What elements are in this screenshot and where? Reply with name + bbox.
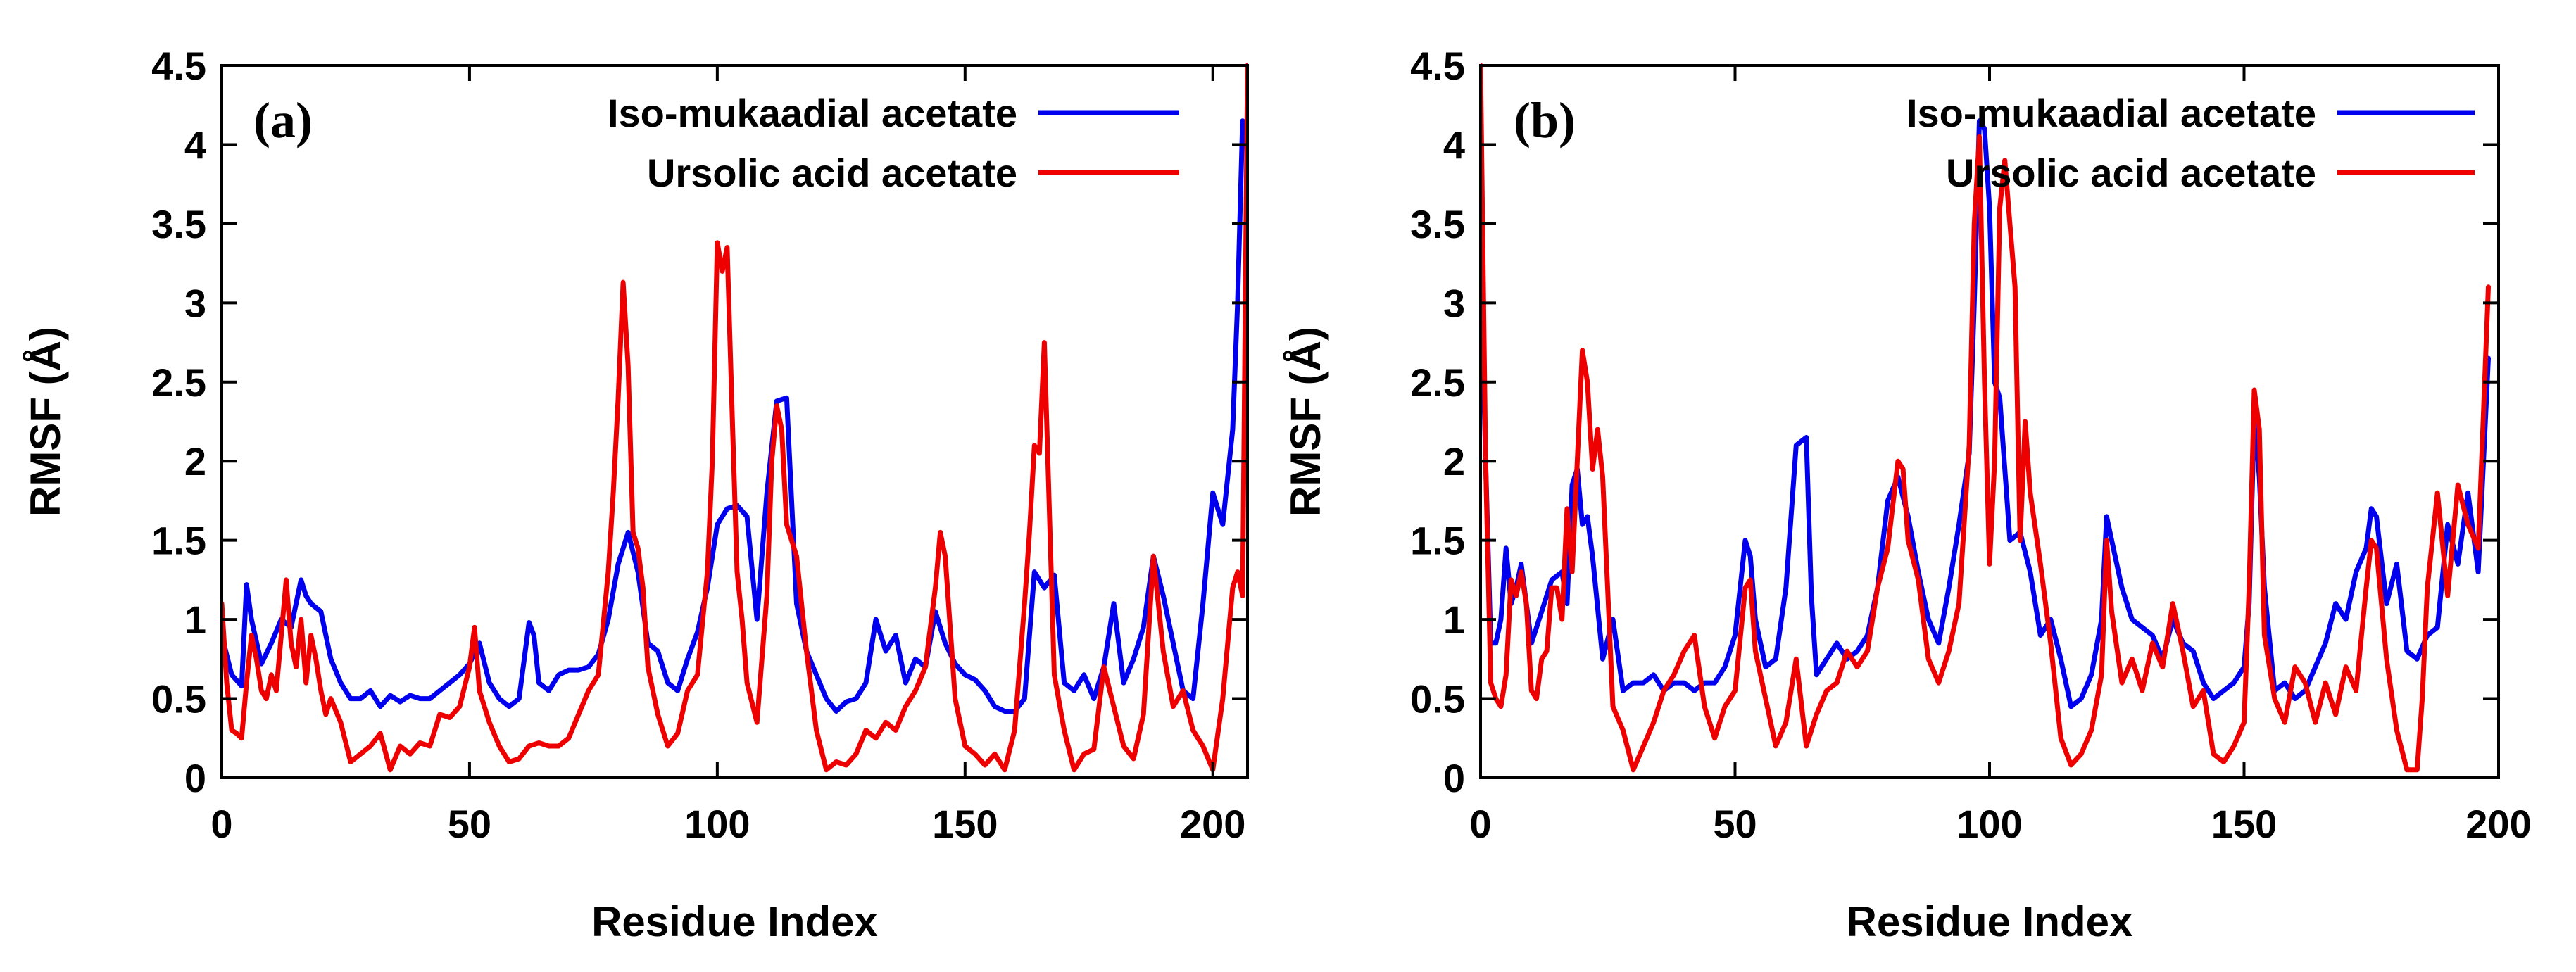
panel-a-ytick-label: 2.5 xyxy=(151,360,206,405)
panel-b-x-axis-title: Residue Index xyxy=(1847,898,2133,945)
panel-b-rmsf-chart: 0 0.5 1 1.5 2 2.5 3 3.5 4 4.5 0 50 100 150 200 Residue … xyxy=(1282,44,2532,945)
panel-b-y-axis-title: RMSF (Å) xyxy=(1282,327,1329,517)
panel-b-legend-label-1: Iso-mukaadial acetate xyxy=(1906,91,2316,135)
panel-b-ytick-label: 0 xyxy=(1443,756,1465,800)
panel-b-ytick-label: 3 xyxy=(1443,281,1465,325)
panel-b-ytick-label: 4 xyxy=(1443,122,1465,167)
panel-a-ytick-label: 3.5 xyxy=(151,202,206,246)
panel-a-plot-frame xyxy=(220,64,1249,779)
panel-b-ytick-label: 2 xyxy=(1443,439,1465,484)
panel-a-ytick-label: 1.5 xyxy=(151,519,206,563)
panel-a-xtick-label: 100 xyxy=(684,802,750,846)
panel-a-ytick-label: 3 xyxy=(184,281,206,325)
panel-b-xtick-label: 0 xyxy=(1469,802,1491,846)
panel-a-panel-label: (a) xyxy=(253,92,313,149)
panel-b-ytick-label: 1.5 xyxy=(1410,519,1465,563)
panel-b-xtick-label: 200 xyxy=(2465,802,2531,846)
panel-b-xtick-label: 150 xyxy=(2211,802,2277,846)
panel-b-ytick-label: 4.5 xyxy=(1410,44,1465,88)
panel-a-xtick-label: 150 xyxy=(932,802,998,846)
panel-a-ytick-label: 0.5 xyxy=(151,677,206,721)
panel-a-legend-label-1: Iso-mukaadial acetate xyxy=(608,91,1017,135)
panel-a-xtick-label: 0 xyxy=(211,802,232,846)
panel-a-xtick-label: 200 xyxy=(1180,802,1245,846)
panel-a-ytick-label: 4.5 xyxy=(151,44,206,88)
panel-a-ytick-label: 0 xyxy=(184,756,206,800)
panel-a-series-line-ursolic-acid-acetate xyxy=(222,63,1248,773)
panel-a-ytick-label: 4 xyxy=(184,122,206,167)
panel-a-rmsf-chart: 0 0.5 1 1.5 2 2.5 3 3.5 4 4.5 0 50 100 150 200 Residue … xyxy=(22,44,1249,945)
panel-a-xtick-label: 50 xyxy=(448,802,491,846)
panel-a-y-axis-title: RMSF (Å) xyxy=(22,327,69,517)
panel-b-ytick-label: 2.5 xyxy=(1410,360,1465,405)
panel-a-ytick-label: 1 xyxy=(184,598,206,642)
panel-a-series-line-iso-mukaadial-acetate xyxy=(222,118,1245,714)
panel-b-ytick-label: 0.5 xyxy=(1410,677,1465,721)
panel-b-ytick-label: 3.5 xyxy=(1410,202,1465,246)
panel-b-ytick-label: 1 xyxy=(1443,598,1465,642)
panel-b-xtick-label: 50 xyxy=(1713,802,1757,846)
panel-a-legend-label-2: Ursolic acid acetate xyxy=(647,151,1017,195)
panel-a-x-axis-title: Residue Index xyxy=(591,898,878,945)
panel-a-ytick-label: 2 xyxy=(184,439,206,484)
panel-b-panel-label: (b) xyxy=(1514,92,1576,149)
panel-b-series-line-ursolic-acid-acetate xyxy=(1481,63,2491,773)
panel-b-legend-label-2: Ursolic acid acetate xyxy=(1946,151,2316,195)
panel-b-xtick-label: 100 xyxy=(1956,802,2022,846)
